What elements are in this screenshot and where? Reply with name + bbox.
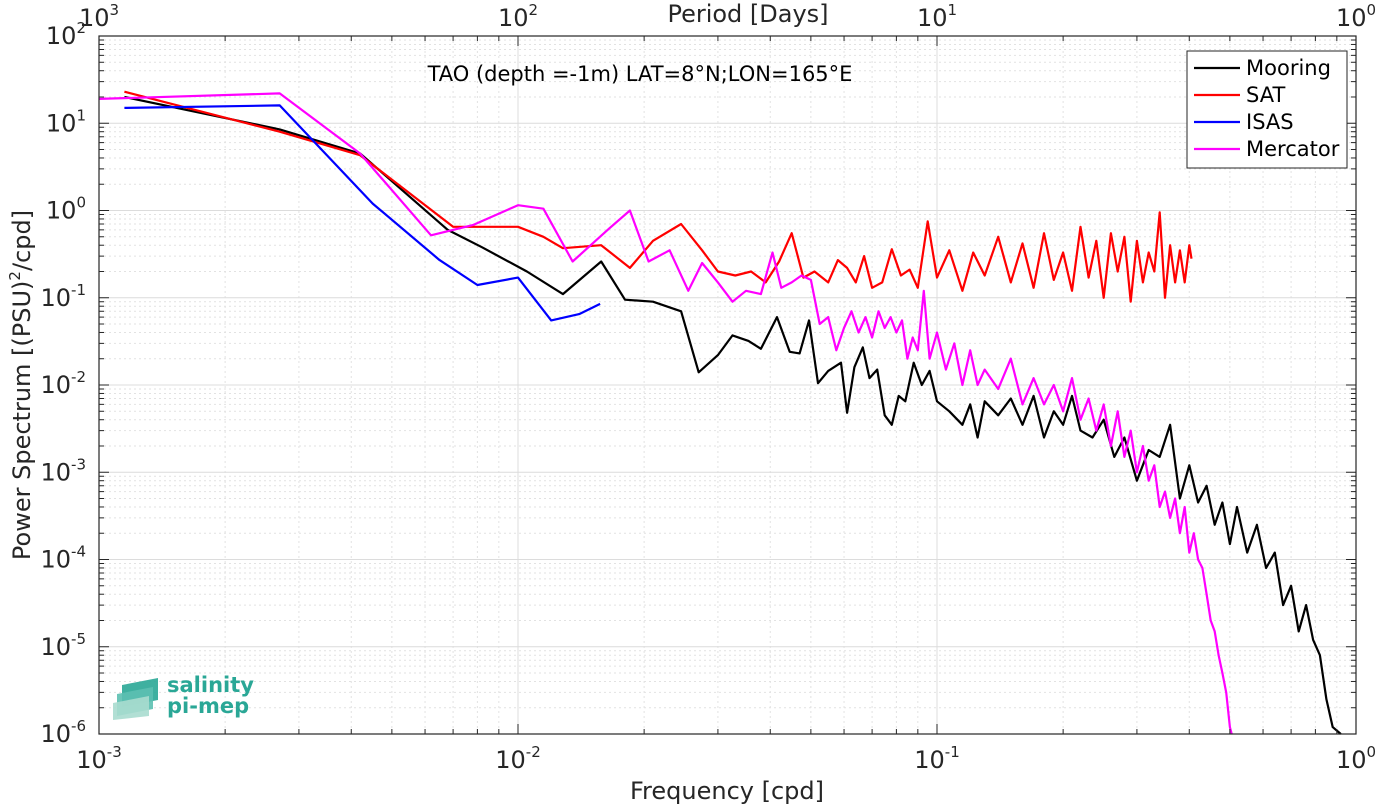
y-tick-label: 10-5 (40, 630, 86, 661)
series-line-mercator (98, 92, 1233, 735)
logo-text-line1: salinity (167, 673, 254, 697)
y-tick-label: 10-1 (40, 281, 86, 312)
x-axis-label: Frequency [cpd] (630, 777, 824, 805)
y-tick-label: 10-3 (40, 455, 86, 486)
top-tick-label: 102 (498, 1, 538, 32)
y-axis-label-tail: /cpd] (8, 210, 36, 271)
y-tick-label: 100 (46, 194, 86, 225)
series-line-sat (124, 90, 1193, 303)
y-axis-label-main: Power Spectrum [(PSU) (8, 281, 36, 560)
legend-label-sat: SAT (1246, 83, 1285, 107)
legend-label-mooring: Mooring (1246, 56, 1331, 80)
legend: Mooring SAT ISAS Mercator (1186, 50, 1348, 169)
legend-label-mercator: Mercator (1246, 137, 1340, 161)
top-axis-label: Period [Days] (667, 0, 828, 28)
y-tick-label: 10-2 (40, 368, 86, 399)
top-tick-label: 101 (917, 1, 957, 32)
x-tick-label: 10-2 (495, 743, 541, 774)
legend-items: Mooring SAT ISAS Mercator (1194, 56, 1340, 161)
series-line-isas (124, 104, 601, 322)
logo-text-line2: pi-mep (167, 694, 249, 718)
y-tick-label: 101 (46, 106, 86, 137)
x-tick-label: 10-3 (76, 743, 122, 774)
series-line-mooring (124, 95, 1342, 735)
y-axis-label-sup: 2 (6, 271, 24, 281)
legend-label-isas: ISAS (1246, 110, 1294, 134)
y-tick-label: 102 (46, 19, 86, 50)
x-tick-label: 10-1 (914, 743, 960, 774)
x-tick-label: 100 (1336, 743, 1376, 774)
y-axis-label: Power Spectrum [(PSU)2/cpd] (6, 210, 36, 560)
top-tick-label: 103 (79, 1, 119, 32)
y-tick-label: 10-6 (40, 717, 86, 748)
chart-title-annotation: TAO (depth =-1m) LAT=8°N;LON=165°E (427, 62, 853, 86)
top-tick-label: 100 (1336, 1, 1376, 32)
y-tick-label: 10-4 (40, 543, 86, 574)
logo-wave-front (113, 696, 149, 720)
salinity-pi-mep-logo: salinity pi-mep (113, 673, 254, 720)
tick-marks (98, 36, 1356, 735)
series-layer (98, 90, 1342, 735)
